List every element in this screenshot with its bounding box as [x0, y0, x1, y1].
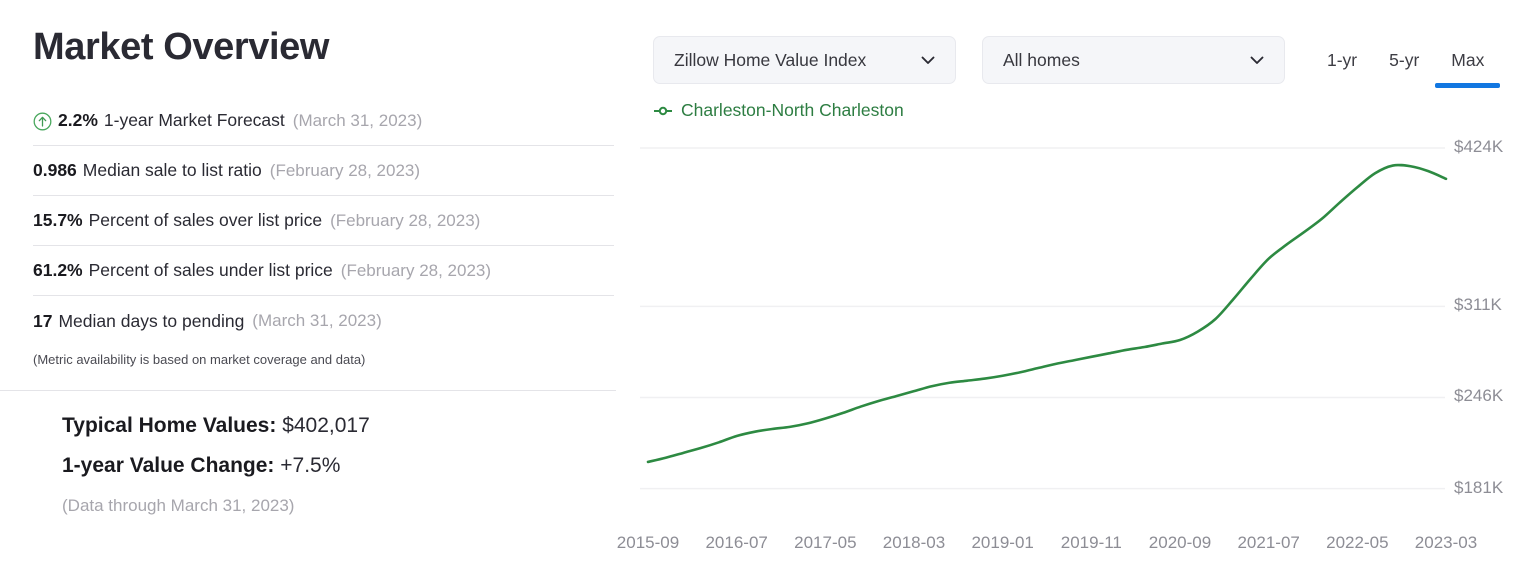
home-type-select-dropdown[interactable]: All homes: [982, 36, 1285, 84]
x-axis-tick-label: 2016-07: [705, 533, 768, 552]
typical-home-values-label: Typical Home Values:: [62, 414, 277, 437]
metric-value: 61.2%: [33, 260, 83, 280]
home-values-block: Typical Home Values: $402,017 1-year Val…: [62, 414, 582, 516]
home-value-chart-panel: Zillow Home Value Index All homes 1-yr 5-…: [617, 0, 1536, 566]
panel-divider: [0, 390, 616, 391]
market-overview-panel: Market Overview 2.2% 1-year Market Foreca…: [0, 0, 640, 566]
metric-select-dropdown[interactable]: Zillow Home Value Index: [653, 36, 956, 84]
metric-value: 0.986: [33, 160, 77, 180]
metric-date: (February 28, 2023): [340, 260, 492, 280]
metric-date: (March 31, 2023): [252, 311, 382, 330]
range-tab-max[interactable]: Max: [1435, 36, 1501, 88]
page-title: Market Overview: [33, 26, 330, 68]
metric-row: 2.2% 1-year Market Forecast (March 31, 202…: [33, 96, 614, 146]
chart-legend: Charleston-North Charleston: [653, 100, 904, 121]
value-change-value: +7.5%: [280, 454, 341, 477]
legend-series-label: Charleston-North Charleston: [681, 100, 904, 120]
chart-svg: [640, 147, 1448, 490]
metrics-list: 2.2% 1-year Market Forecast (March 31, 202…: [33, 96, 614, 346]
series-line-charleston-north-charleston: [646, 163, 1448, 464]
metric-date: (February 28, 2023): [330, 210, 481, 230]
y-axis-tick-label: $246K: [1454, 386, 1504, 406]
value-change-row: 1-year Value Change: +7.5%: [62, 454, 582, 478]
metric-date: (February 28, 2023): [269, 160, 421, 180]
x-axis-tick-label: 2021-07: [1237, 533, 1300, 552]
x-axis-tick-label: 2023-03: [1414, 533, 1478, 552]
typical-home-values-value: $402,017: [282, 414, 370, 437]
chevron-down-icon: [1247, 50, 1267, 70]
chart-controls: Zillow Home Value Index All homes 1-yr 5-…: [653, 36, 1501, 88]
metric-select-value: Zillow Home Value Index: [674, 49, 867, 70]
x-axis-tick-label: 2020-09: [1148, 533, 1212, 552]
metric-label: Median days to pending: [58, 310, 245, 331]
home-type-select-value: All homes: [1003, 49, 1080, 70]
metric-row: 0.986 Median sale to list ratio (February …: [33, 146, 614, 196]
metric-row: 15.7% Percent of sales over list price (Fe…: [33, 196, 614, 246]
data-through-note: (Data through March 31, 2023): [62, 496, 295, 515]
x-axis-tick-label: 2019-01: [971, 533, 1034, 552]
metric-label: Percent of sales over list price: [88, 210, 323, 230]
range-tab-1-yr[interactable]: 1-yr: [1327, 49, 1358, 70]
metric-row: 61.2% Percent of sales under list price (F…: [33, 246, 614, 296]
metric-label: Median sale to list ratio: [82, 160, 262, 180]
metric-label: Percent of sales under list price: [88, 260, 333, 280]
forecast-up-arrow-icon: [33, 112, 52, 131]
x-axis-tick-label: 2018-03: [882, 533, 946, 552]
x-axis-tick-label: 2015-09: [616, 533, 680, 552]
metric-value: 15.7%: [33, 210, 83, 230]
metric-value: 2.2%: [58, 110, 98, 130]
y-axis-tick-label: $311K: [1454, 295, 1502, 315]
metric-date: (March 31, 2023): [292, 110, 423, 130]
metric-availability-note: (Metric availability is based on market …: [33, 352, 366, 367]
chart-plot-area: [640, 0, 1536, 566]
range-tab-5-yr[interactable]: 5-yr: [1389, 49, 1420, 70]
time-range-tabs: 1-yr 5-yr Max: [1311, 36, 1501, 88]
x-axis-tick-label: 2019-11: [1060, 533, 1122, 552]
metric-label: 1-year Market Forecast: [103, 110, 285, 130]
legend-line-marker-icon: [653, 105, 673, 117]
y-axis-tick-label: $181K: [1454, 477, 1504, 497]
value-change-label: 1-year Value Change:: [62, 454, 275, 477]
y-axis-tick-label: $424K: [1454, 137, 1504, 157]
metric-row: 17 Median days to pending (March 31, 2023): [33, 296, 614, 346]
typical-home-values-row: Typical Home Values: $402,017: [62, 414, 582, 438]
x-axis-tick-label: 2022-05: [1326, 533, 1389, 552]
metric-value: 17: [33, 310, 53, 331]
x-axis-tick-label: 2017-05: [794, 533, 857, 552]
chevron-down-icon: [918, 50, 938, 70]
